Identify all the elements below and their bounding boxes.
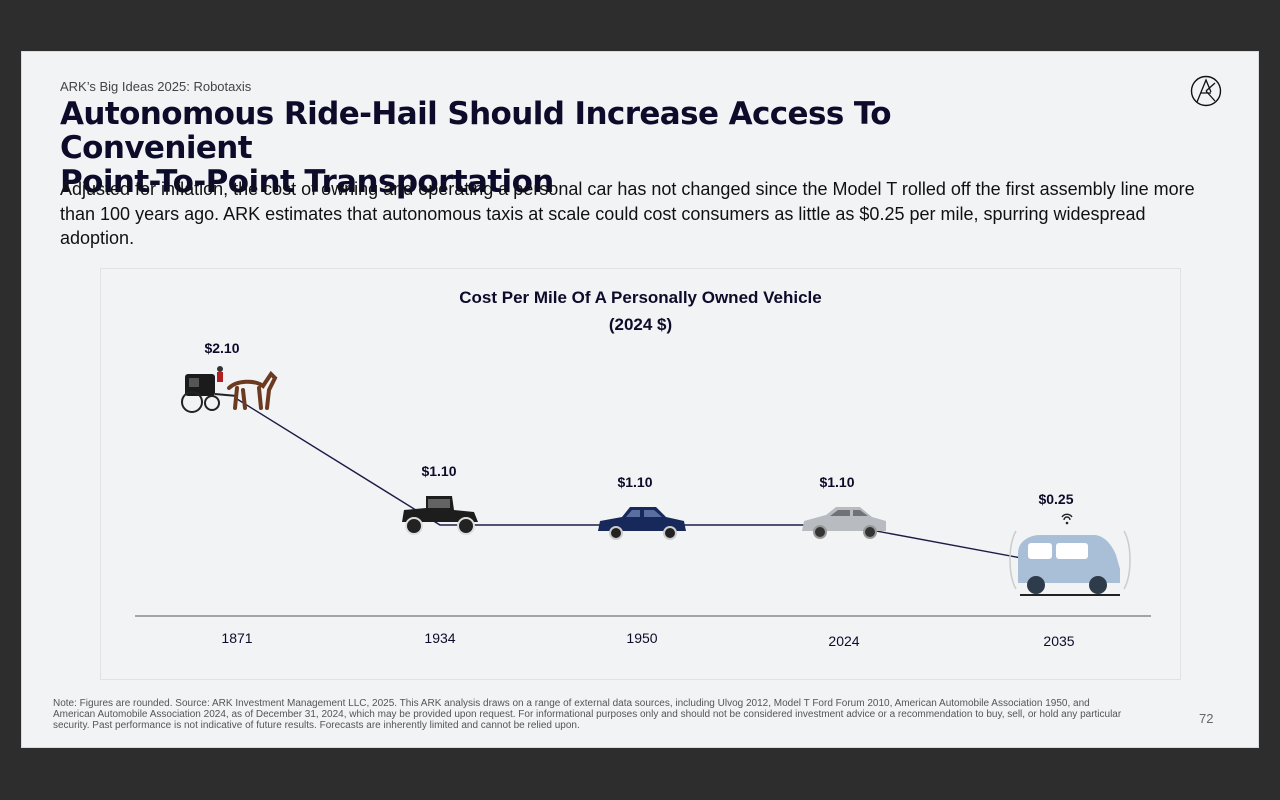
model-t-car-icon	[402, 496, 478, 535]
x-tick-label: 1871	[221, 630, 252, 646]
data-label: $0.25	[1038, 491, 1073, 507]
chart-panel: Cost Per Mile Of A Personally Owned Vehi…	[100, 268, 1181, 680]
x-tick-label: 2035	[1043, 633, 1074, 649]
x-tick-label: 2024	[828, 633, 859, 649]
robotaxi-icon	[1009, 513, 1131, 596]
data-label: $1.10	[819, 474, 854, 490]
cost-per-mile-chart: $2.10 $1.10 $1.10 $1.10 $0.25 1871 1934 1950 202…	[135, 340, 1151, 649]
page-title: Autonomous Ride-Hail Should Increase Acc…	[60, 97, 1060, 199]
data-label: $2.10	[204, 340, 239, 356]
ark-logo-icon	[1190, 75, 1222, 107]
data-label: $1.10	[421, 463, 456, 479]
modern-sedan-icon	[802, 507, 886, 539]
page-title-line-1: Autonomous Ride-Hail Should Increase Acc…	[60, 96, 892, 166]
x-tick-label: 1950	[626, 630, 657, 646]
chart-title: Cost Per Mile Of A Personally Owned Vehi…	[459, 288, 822, 307]
data-label: $1.10	[617, 474, 652, 490]
slide-kicker: ARK’s Big Ideas 2025: Robotaxis	[60, 79, 252, 94]
page-number: 72	[1199, 711, 1214, 726]
page-title-line-2: Point-To-Point Transportation	[60, 164, 554, 200]
footnote: Note: Figures are rounded. Source: ARK I…	[53, 698, 1122, 731]
horse-carriage-icon	[181, 366, 278, 413]
chart-subtitle: (2024 $)	[608, 315, 673, 334]
x-tick-label: 1934	[424, 630, 455, 646]
page-subtitle: Adjusted for inflation, the cost of owni…	[60, 179, 1195, 248]
1950s-sedan-icon	[598, 507, 686, 540]
slide: ARK’s Big Ideas 2025: Robotaxis Autonomo…	[21, 51, 1259, 748]
